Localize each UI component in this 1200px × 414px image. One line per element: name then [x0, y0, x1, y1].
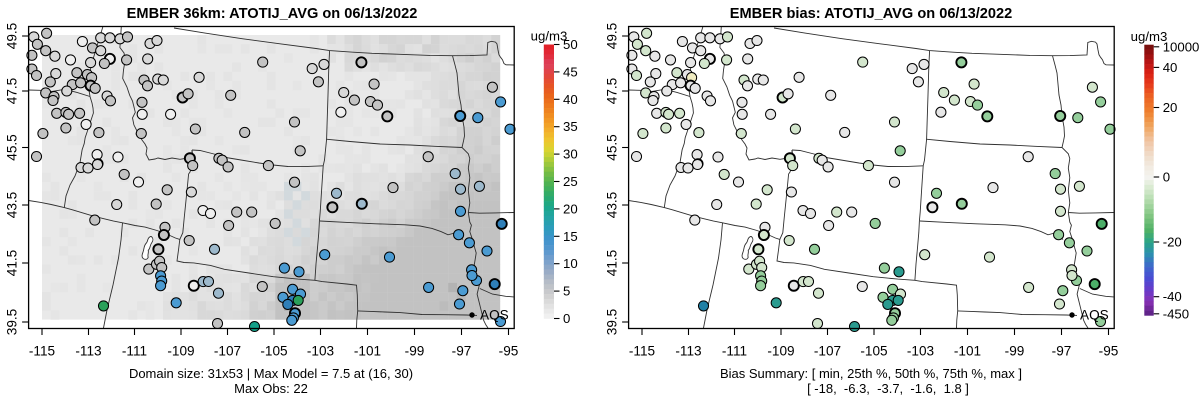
- svg-text:15: 15: [563, 229, 578, 244]
- svg-text:-105: -105: [260, 344, 287, 359]
- svg-text:-20: -20: [1163, 235, 1182, 250]
- svg-text:5: 5: [563, 284, 570, 299]
- svg-text:41.5: 41.5: [4, 250, 19, 276]
- svg-text:45.5: 45.5: [4, 134, 19, 160]
- svg-text:47.5: 47.5: [4, 78, 19, 104]
- svg-text:-99: -99: [1005, 344, 1025, 359]
- svg-text:50: 50: [563, 37, 578, 52]
- svg-text:-107: -107: [214, 344, 241, 359]
- svg-text:-113: -113: [675, 344, 701, 359]
- svg-text:25: 25: [563, 174, 578, 189]
- svg-text:30: 30: [563, 147, 578, 162]
- svg-text:-115: -115: [629, 344, 655, 359]
- svg-text:[ -18, -6.3, -3.7, -1.6, 1: [ -18, -6.3, -3.7, -1.6, 1.8 ]: [807, 381, 969, 396]
- svg-text:0: 0: [563, 311, 570, 326]
- svg-text:43.5: 43.5: [604, 192, 619, 218]
- svg-text:41.5: 41.5: [604, 250, 619, 276]
- svg-text:49.5: 49.5: [604, 23, 619, 49]
- svg-text:-101: -101: [354, 344, 381, 359]
- svg-text:-103: -103: [907, 344, 934, 359]
- svg-text:47.5: 47.5: [604, 78, 619, 104]
- svg-text:-450: -450: [1163, 306, 1189, 321]
- svg-text:Bias Summary: [ min, 25th %, 5: Bias Summary: [ min, 25th %, 50th %, 75t…: [720, 366, 1022, 381]
- svg-text:-95: -95: [499, 344, 519, 359]
- svg-text:40: 40: [1163, 60, 1178, 75]
- svg-text:45.5: 45.5: [604, 134, 619, 160]
- svg-text:20: 20: [563, 201, 578, 216]
- svg-text:10: 10: [563, 256, 578, 271]
- svg-text:43.5: 43.5: [4, 192, 19, 218]
- svg-text:35: 35: [563, 119, 578, 134]
- svg-text:-111: -111: [722, 344, 747, 359]
- svg-text:AQS: AQS: [1080, 308, 1109, 323]
- svg-text:-40: -40: [1163, 289, 1182, 304]
- svg-text:40: 40: [563, 92, 578, 107]
- svg-text:-109: -109: [767, 344, 794, 359]
- svg-text:EMBER 36km: ATOTIJ_AVG on 06/1: EMBER 36km: ATOTIJ_AVG on 06/13/2022: [127, 6, 418, 22]
- svg-text:-103: -103: [307, 344, 334, 359]
- svg-text:-95: -95: [1099, 344, 1119, 359]
- svg-text:AQS: AQS: [480, 308, 509, 323]
- svg-text:39.5: 39.5: [4, 309, 19, 335]
- svg-text:20: 20: [1163, 100, 1178, 115]
- svg-text:10000: 10000: [1163, 39, 1200, 54]
- svg-text:-107: -107: [814, 344, 841, 359]
- svg-text:0: 0: [1163, 170, 1170, 185]
- svg-text:39.5: 39.5: [604, 309, 619, 335]
- svg-text:-113: -113: [75, 344, 101, 359]
- svg-text:-99: -99: [405, 344, 425, 359]
- svg-text:49.5: 49.5: [4, 23, 19, 49]
- svg-text:Domain size: 31x53 | Max Model: Domain size: 31x53 | Max Model = 7.5 at …: [129, 366, 413, 381]
- svg-text:-115: -115: [29, 344, 55, 359]
- svg-text:EMBER bias: ATOTIJ_AVG on 06/1: EMBER bias: ATOTIJ_AVG on 06/13/2022: [730, 6, 1013, 22]
- svg-text:45: 45: [563, 64, 578, 79]
- svg-text:-101: -101: [954, 344, 981, 359]
- svg-text:-105: -105: [860, 344, 887, 359]
- svg-text:Max Obs: 22: Max Obs: 22: [234, 381, 308, 396]
- svg-text:-97: -97: [1052, 344, 1072, 359]
- svg-text:-109: -109: [167, 344, 194, 359]
- svg-text:-97: -97: [452, 344, 472, 359]
- svg-text:ug/m3: ug/m3: [1131, 29, 1168, 44]
- svg-text:ug/m3: ug/m3: [531, 29, 568, 44]
- svg-text:-111: -111: [122, 344, 147, 359]
